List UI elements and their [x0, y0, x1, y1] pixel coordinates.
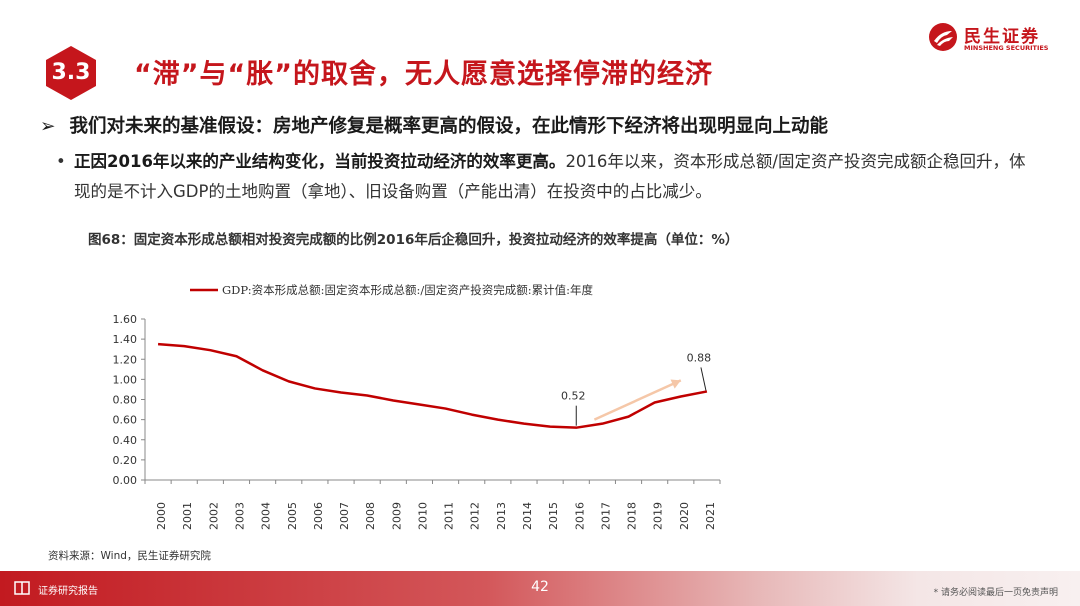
- x-tick-label: 2016: [573, 502, 586, 530]
- x-tick-label: 2002: [207, 502, 220, 530]
- brand-logo: 民生证券 MINSHENG SECURITIES: [928, 22, 1058, 56]
- x-tick-label: 2019: [652, 502, 665, 530]
- footer-report-label: 证券研究报告: [38, 586, 98, 597]
- x-tick-label: 2007: [338, 502, 351, 530]
- x-tick-label: 2010: [416, 502, 429, 530]
- hexagon-icon: [46, 46, 96, 100]
- y-tick-label: 1.20: [113, 353, 138, 366]
- x-tick-label: 2008: [364, 502, 377, 530]
- arrow-bullet-icon: ➢: [40, 116, 56, 137]
- main-bullet: ➢ 我们对未来的基准假设：房地产修复是概率更高的假设，在此情形下经济将出现明显向上…: [40, 112, 828, 138]
- x-tick-label: 2013: [495, 502, 508, 530]
- legend-label: GDP:资本形成总额:固定资本形成总额:/固定资产投资完成额:累计值:年度: [222, 283, 593, 297]
- trend-arrow-line: [593, 379, 682, 421]
- y-tick-label: 1.60: [113, 313, 138, 326]
- x-tick-label: 2014: [521, 502, 534, 530]
- source-note: 资料来源：Wind，民生证券研究院: [48, 550, 211, 562]
- footer-bar: 证券研究报告 42 * 请务必阅读最后一页免责声明: [0, 571, 1080, 606]
- chart: GDP:资本形成总额:固定资本形成总额:/固定资产投资完成额:累计值:年度 0.0…: [90, 268, 750, 538]
- logo-text-cn: 民生证券: [964, 27, 1040, 47]
- x-tick-label: 2011: [443, 502, 456, 530]
- disclaimer-note: * 请务必阅读最后一页免责声明: [933, 588, 1058, 598]
- minsheng-logo-icon: [929, 23, 957, 51]
- chart-caption: 图68：固定资本形成总额相对投资完成额的比例2016年后企稳回升，投资拉动经济的…: [88, 232, 739, 248]
- x-tick-label: 2012: [469, 502, 482, 530]
- page-number: 42: [531, 579, 549, 595]
- trend-arrow-head: [670, 379, 681, 389]
- x-tick-label: 2021: [704, 502, 717, 530]
- x-tick-label: 2004: [260, 502, 273, 530]
- x-tick-label: 2020: [678, 502, 691, 530]
- sub-bullet: • 正因2016年以来的产业结构变化，当前投资拉动经济的效率更高。2016年以来…: [56, 147, 1026, 207]
- logo-text-en: MINSHENG SECURITIES: [964, 44, 1049, 52]
- y-tick-label: 1.40: [113, 333, 138, 346]
- dot-bullet-icon: •: [56, 152, 66, 171]
- x-tick-label: 2018: [626, 502, 639, 530]
- x-tick-label: 2006: [312, 502, 325, 530]
- x-tick-label: 2009: [390, 502, 403, 530]
- x-tick-label: 2001: [181, 502, 194, 530]
- page-title: “滞”与“胀”的取舍，无人愿意选择停滞的经济: [134, 59, 713, 90]
- annotation-label: 0.88: [687, 351, 712, 364]
- y-tick-label: 0.80: [113, 394, 138, 407]
- x-tick-label: 2000: [155, 502, 168, 530]
- annotation-label: 0.52: [561, 390, 586, 403]
- line-chart: GDP:资本形成总额:固定资本形成总额:/固定资产投资完成额:累计值:年度 0.0…: [113, 283, 721, 530]
- x-tick-label: 2005: [286, 502, 299, 530]
- book-icon: [14, 581, 30, 595]
- y-tick-label: 0.20: [113, 454, 138, 467]
- sub-bullet-text: 正因2016年以来的产业结构变化，当前投资拉动经济的效率更高。2016年以来，资…: [74, 147, 1026, 207]
- main-bullet-text: 我们对未来的基准假设：房地产修复是概率更高的假设，在此情形下经济将出现明显向上动…: [69, 116, 829, 137]
- y-tick-label: 1.00: [113, 373, 138, 386]
- section-number: 3.3: [51, 60, 91, 85]
- y-tick-label: 0.40: [113, 434, 138, 447]
- sub-bullet-body: 2016年以来，资本形成总额/固定资产投资完成额企稳回升，体现的是不计入GDP的…: [74, 152, 1026, 201]
- x-tick-label: 2017: [599, 502, 612, 530]
- annotation-leader: [700, 367, 707, 391]
- section-badge: 3.3: [42, 44, 100, 102]
- sub-bullet-bold: 正因2016年以来的产业结构变化，当前投资拉动经济的效率更高。: [74, 152, 566, 171]
- x-tick-label: 2003: [233, 502, 246, 530]
- series-line: [157, 342, 708, 429]
- y-tick-label: 0.00: [113, 474, 138, 487]
- y-tick-label: 0.60: [113, 414, 138, 427]
- x-tick-label: 2015: [547, 502, 560, 530]
